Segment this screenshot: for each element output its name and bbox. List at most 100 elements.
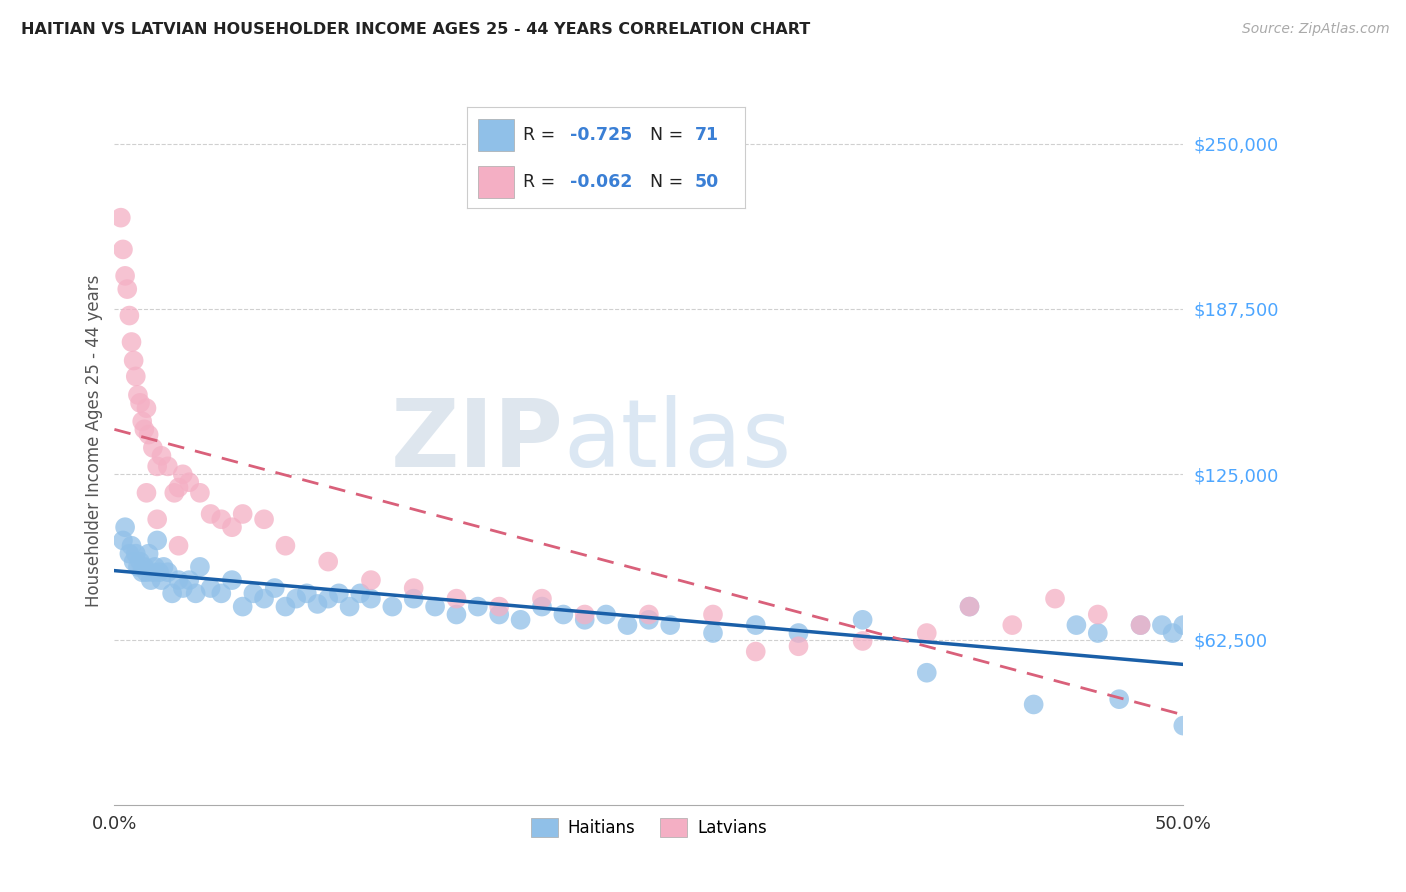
Point [184,586,207,600]
Point [188,485,211,500]
Point [637,613,659,627]
Point [339,599,361,614]
Point [702,626,724,640]
Point [167,539,190,553]
Point [134,422,156,436]
Point [156,459,179,474]
Point [200,581,222,595]
Point [274,599,297,614]
Point [134,560,156,574]
Point [122,555,145,569]
Text: Source: ZipAtlas.com: Source: ZipAtlas.com [1241,22,1389,37]
Point [138,427,160,442]
Point [467,599,489,614]
Point [488,599,510,614]
Point [616,618,638,632]
Point [1173,618,1195,632]
Point [167,481,190,495]
Point [1161,626,1184,640]
Point [787,626,810,640]
Point [150,573,173,587]
Point [118,309,141,323]
Point [745,644,768,658]
Point [959,599,981,614]
Point [129,396,152,410]
Point [316,591,339,606]
Text: ZIP: ZIP [391,395,564,487]
Point [1022,698,1045,712]
Point [111,533,134,548]
Point [402,591,425,606]
Point [143,560,166,574]
Point [423,599,446,614]
Point [1173,718,1195,732]
Point [745,618,768,632]
Point [179,475,201,490]
Point [488,607,510,622]
Point [959,599,981,614]
Point [110,211,132,225]
Point [574,613,596,627]
Point [209,586,232,600]
Point [787,640,810,654]
Point [115,282,138,296]
Point [915,626,938,640]
Point [146,459,169,474]
Point [135,485,157,500]
Point [637,607,659,622]
Point [509,613,531,627]
Point [852,613,875,627]
Point [167,573,190,587]
Point [1087,626,1109,640]
Point [111,243,134,257]
Point [142,441,165,455]
Point [131,565,153,579]
Point [127,388,149,402]
Point [232,599,254,614]
Point [530,591,553,606]
Point [1087,607,1109,622]
Point [1129,618,1152,632]
Point [316,555,339,569]
Point [242,586,264,600]
Text: atlas: atlas [564,395,792,487]
Point [595,607,617,622]
Point [232,507,254,521]
Point [146,533,169,548]
Point [135,401,157,416]
Point [1150,618,1173,632]
Point [118,547,141,561]
Point [172,467,194,482]
Point [307,597,329,611]
Point [148,565,170,579]
Point [1066,618,1088,632]
Point [285,591,308,606]
Point [172,581,194,595]
Point [263,581,285,595]
Point [121,539,143,553]
Point [446,591,468,606]
Point [121,334,143,349]
Point [138,547,160,561]
Point [1129,618,1152,632]
Point [200,507,222,521]
Point [114,268,136,283]
Point [852,634,875,648]
Point [179,573,201,587]
Point [114,520,136,534]
Point [163,485,186,500]
Point [152,560,174,574]
Point [221,520,243,534]
Point [295,586,318,600]
Point [127,560,149,574]
Point [188,560,211,574]
Point [553,607,575,622]
Point [1043,591,1066,606]
Point [328,586,350,600]
Point [915,665,938,680]
Point [122,353,145,368]
Point [1108,692,1130,706]
Point [349,586,371,600]
Point [1001,618,1024,632]
Point [253,591,276,606]
